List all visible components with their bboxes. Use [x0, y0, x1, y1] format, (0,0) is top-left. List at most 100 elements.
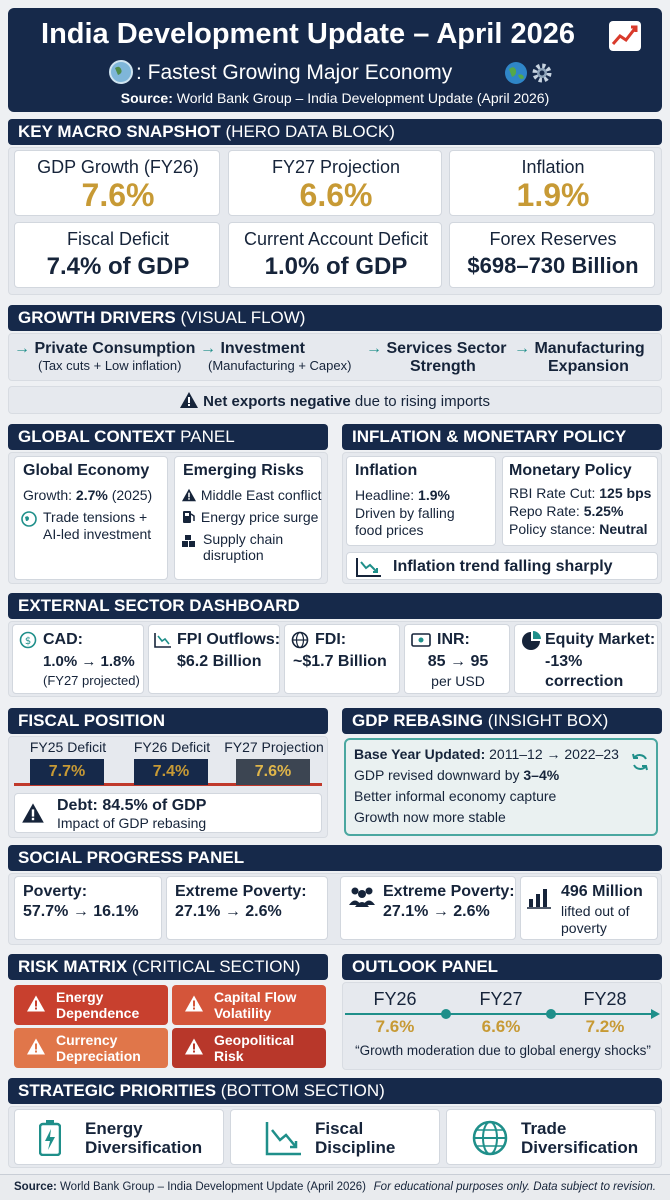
- section-drivers: GROWTH DRIVERS (VISUAL FLOW): [8, 305, 662, 331]
- rebasing-line: Growth now more stable: [354, 809, 506, 825]
- base-year-line: Base Year Updated: 2011–12 → 2022–23: [354, 746, 619, 762]
- section-global: GLOBAL CONTEXT PANEL: [8, 424, 328, 450]
- chart-down-icon: [154, 632, 172, 653]
- extreme2-value: 27.1% → 2.6%: [383, 903, 490, 920]
- cad-note: (FY27 projected): [43, 673, 140, 688]
- macro-card-label: Fiscal Deficit: [66, 229, 169, 249]
- outlook-year: FY26: [373, 989, 417, 1009]
- inr-note: per USD: [431, 673, 485, 689]
- inr-value: 85 → 95: [427, 653, 489, 670]
- globe-icon: [291, 631, 309, 654]
- macro-card-inflation: Inflation 1.9%: [449, 150, 655, 216]
- policy-title: Monetary Policy: [509, 462, 632, 479]
- timeline-arrowhead: [651, 1009, 660, 1019]
- fpi-value: $6.2 Billion: [177, 653, 262, 670]
- macro-card-value: 1.0% of GDP: [264, 253, 408, 280]
- outlook-value: 6.6%: [481, 1017, 521, 1036]
- warning-bold: Net exports negative: [203, 392, 351, 410]
- driver-sub: Expansion: [548, 358, 629, 375]
- drivers-flow: [8, 333, 662, 381]
- fdi-value: ~$1.7 Billion: [293, 653, 387, 670]
- timeline-dot: [441, 1009, 451, 1019]
- warning-icon: [26, 995, 46, 1016]
- fdi-label: FDI:: [315, 631, 347, 648]
- outlook-value: 7.2%: [585, 1017, 625, 1036]
- headline-line: Headline: 1.9%: [355, 487, 450, 503]
- header-source-label: Source:: [120, 90, 173, 106]
- fdi-tile: FDI: ~$1.7 Billion: [284, 624, 400, 694]
- footer-source: Source: World Bank Group – India Develop…: [14, 1181, 367, 1193]
- equity-note: correction: [545, 673, 624, 690]
- battery-icon: [38, 1120, 62, 1161]
- risk-line: Volatility: [214, 1005, 272, 1021]
- section-social: SOCIAL PROGRESS PANEL: [8, 845, 662, 871]
- net-exports-warning: Net exports negative due to rising impor…: [8, 386, 662, 414]
- warning-icon: [21, 802, 45, 829]
- warning-icon: [181, 488, 197, 505]
- currency-icon: [411, 632, 431, 653]
- header-source-text: World Bank Group – India Development Upd…: [176, 90, 550, 106]
- warning-rest: due to rising imports: [354, 392, 490, 410]
- macro-card-value: $698–730 Billion: [467, 253, 639, 278]
- driver-title: Services Sector: [386, 340, 507, 357]
- section-external: EXTERNAL SECTOR DASHBOARD: [8, 593, 662, 619]
- cad-value: 1.0% → 1.8%: [43, 653, 135, 670]
- driver-sub: (Manufacturing + Capex): [208, 358, 352, 373]
- outlook-year: FY28: [583, 989, 627, 1009]
- warning-icon: [26, 1038, 46, 1059]
- extreme2-label: Extreme Poverty:: [383, 883, 515, 900]
- section-macro: KEY MACRO SNAPSHOT (HERO DATA BLOCK): [8, 119, 662, 145]
- gear-icon: [530, 61, 554, 90]
- fuel-icon: [181, 509, 197, 528]
- macro-card-label: Forex Reserves: [489, 229, 617, 249]
- chart-emoji-icon: [608, 20, 642, 57]
- macro-card-value: 7.4% of GDP: [46, 253, 190, 280]
- macro-card-label: FY27 Projection: [271, 157, 401, 177]
- macro-card-forex: Forex Reserves $698–730 Billion: [449, 222, 655, 288]
- priority-tile: Fiscal Discipline: [230, 1109, 440, 1165]
- debt-box: Debt: 84.5% of GDP Impact of GDP rebasin…: [14, 793, 322, 833]
- priority-tile: Trade Diversification: [446, 1109, 656, 1165]
- global-growth: Growth: 2.7% (2025): [23, 487, 153, 503]
- debt-text: Debt: 84.5% of GDP: [57, 797, 207, 814]
- fiscal-label: FY26 Deficit: [133, 739, 211, 755]
- fpi-label: FPI Outflows:: [177, 631, 281, 648]
- cad-label: CAD:: [43, 631, 83, 648]
- risk-tile: Energy Dependence: [14, 985, 168, 1025]
- lifted-value: 496 Million: [561, 883, 643, 900]
- rebasing-line: Better informal economy capture: [354, 788, 557, 804]
- extreme-label: Extreme Poverty:: [175, 883, 307, 900]
- lifted-tile: 496 Million lifted out of poverty: [520, 876, 658, 940]
- risk-tile: Currency Depreciation: [14, 1028, 168, 1068]
- risks-title: Emerging Risks: [183, 462, 304, 479]
- emerging-risks-card: Emerging Risks Middle East conflict Ener…: [174, 456, 322, 580]
- priority-label: Fiscal Discipline: [315, 1119, 396, 1157]
- chart-down-icon: [265, 1120, 303, 1161]
- risk-line: Capital Flow: [214, 989, 297, 1005]
- trend-down-icon: [355, 556, 383, 583]
- inr-tile: INR: 85 → 95 per USD: [404, 624, 510, 694]
- footer: Source: World Bank Group – India Develop…: [0, 1174, 670, 1200]
- driver-sub: Strength: [410, 358, 476, 375]
- macro-card-gdp: GDP Growth (FY26) 7.6%: [14, 150, 220, 216]
- cad-icon: $: [19, 631, 37, 654]
- risk-line: Dependence: [56, 1005, 140, 1021]
- cad-tile: $ CAD: 1.0% → 1.8% (FY27 projected): [12, 624, 144, 694]
- driver-item: → Manufacturing Expansion: [514, 340, 662, 376]
- outlook-panel: FY26 FY27 FY28 7.6% 6.6% 7.2% “Growth mo…: [342, 982, 662, 1070]
- equity-tile: Equity Market: -13% correction: [514, 624, 658, 694]
- extreme-poverty-tile: Extreme Poverty: 27.1% → 2.6%: [166, 876, 328, 940]
- outlook-timeline: [345, 1013, 653, 1015]
- fiscal-value-box: 7.6%: [236, 759, 310, 785]
- driver-title: Investment: [220, 340, 305, 357]
- page-subtitle: : Fastest Growing Major Economy: [136, 61, 453, 84]
- driver-item: → Investment (Manufacturing + Capex): [200, 340, 360, 373]
- priority-tile: Energy Diversification: [14, 1109, 224, 1165]
- inflation-trend: Inflation trend falling sharply: [346, 552, 658, 580]
- outlook-year: FY27: [479, 989, 523, 1009]
- timeline-dot: [546, 1009, 556, 1019]
- risk-tile: Geopolitical Risk: [172, 1028, 326, 1068]
- bar-chart-icon: [527, 885, 553, 914]
- priority-label: Energy Diversification: [85, 1119, 203, 1157]
- macro-card-label: Inflation: [521, 157, 585, 177]
